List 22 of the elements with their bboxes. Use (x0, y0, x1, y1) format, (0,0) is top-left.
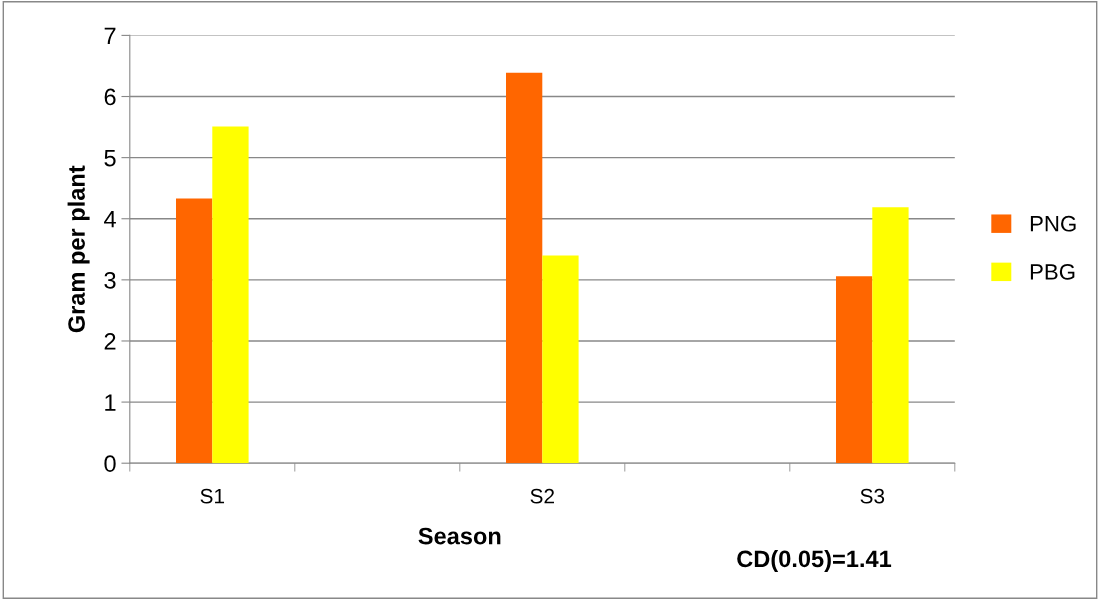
bar (176, 198, 213, 464)
y-tick-label: 7 (104, 27, 116, 44)
bar (836, 276, 873, 464)
bar (542, 255, 579, 464)
bar (872, 207, 909, 464)
legend-label: PNG (1030, 215, 1076, 232)
y-tick-label: 2 (104, 333, 116, 350)
bar (212, 126, 249, 464)
y-tick-label: 3 (104, 271, 116, 289)
x-tick-label: S2 (530, 488, 554, 504)
y-tick-label: 6 (104, 88, 116, 106)
text: CD(0.05)=1.41 (737, 549, 892, 572)
y-tick-label: 1 (105, 394, 116, 411)
y-axis-title: Gram per plant (67, 165, 90, 333)
y-tick-label: 5 (104, 149, 116, 167)
legend-label: PBG (1030, 264, 1075, 280)
x-tick-label: S3 (860, 488, 885, 504)
y-tick-label: 4 (104, 211, 116, 228)
bar (506, 72, 543, 464)
x-axis-title: Season (418, 527, 501, 545)
x-tick-label: S1 (200, 488, 225, 504)
y-tick-label: 0 (104, 455, 116, 472)
